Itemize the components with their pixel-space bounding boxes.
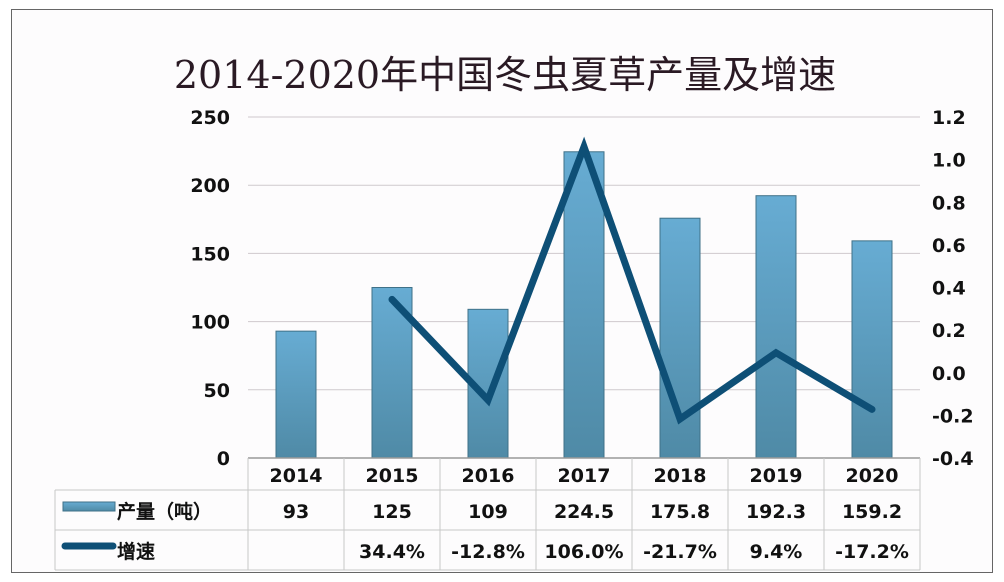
production-label: 175.8 [650,501,710,523]
production-label: 125 [372,501,412,523]
x-axis-tick: 2016 [462,465,515,487]
growth-line [388,136,876,425]
right-axis-tick: 0.4 [932,278,966,300]
chart-title: 2014-2020年中国冬虫夏草产量及增速 [174,53,836,97]
x-axis-tick: 2014 [270,465,323,487]
production-label: 224.5 [554,501,614,523]
legend-growth: 增速 [117,540,155,563]
bar-2016 [467,308,509,459]
growth-label: 9.4% [750,541,803,563]
left-axis-tick: 0 [217,448,230,470]
production-label: 109 [468,501,508,523]
growth-label: -12.8% [451,541,525,563]
legend-production: 产量（吨） [117,500,212,523]
x-axis-tick: 2019 [750,465,803,487]
x-axis-tick: 2017 [558,465,611,487]
right-axis-tick: 0.6 [932,235,966,257]
growth-label: 34.4% [359,541,425,563]
x-axis-tick: 2018 [654,465,707,487]
left-axis-tick: 50 [204,380,230,402]
legend-bar-icon [62,501,116,512]
chart-frame [11,9,993,573]
bar-2019 [755,195,797,459]
bar-2014 [275,330,317,459]
right-axis-tick: -0.4 [932,448,974,470]
bar-2020 [851,240,893,459]
left-axis-tick: 250 [190,107,230,129]
left-axis-tick: 200 [190,175,230,197]
x-axis-tick: 2015 [366,465,419,487]
right-axis-tick: 0.0 [932,363,966,385]
left-axis-tick: 100 [190,312,230,334]
production-label: 159.2 [842,501,902,523]
right-axis-tick: 1.0 [932,150,966,172]
production-label: 192.3 [746,501,806,523]
x-axis-tick: 2020 [846,465,899,487]
growth-label: -21.7% [643,541,717,563]
right-axis-tick: 1.2 [932,107,966,129]
left-axis-tick: 150 [190,243,230,265]
right-axis-tick: 0.2 [932,320,966,342]
growth-label: -17.2% [835,541,909,563]
production-label: 93 [283,501,309,523]
growth-label: 106.0% [544,541,623,563]
bar-2017 [563,151,605,459]
right-axis-tick: 0.8 [932,192,966,214]
right-axis-tick: -0.2 [932,405,974,427]
